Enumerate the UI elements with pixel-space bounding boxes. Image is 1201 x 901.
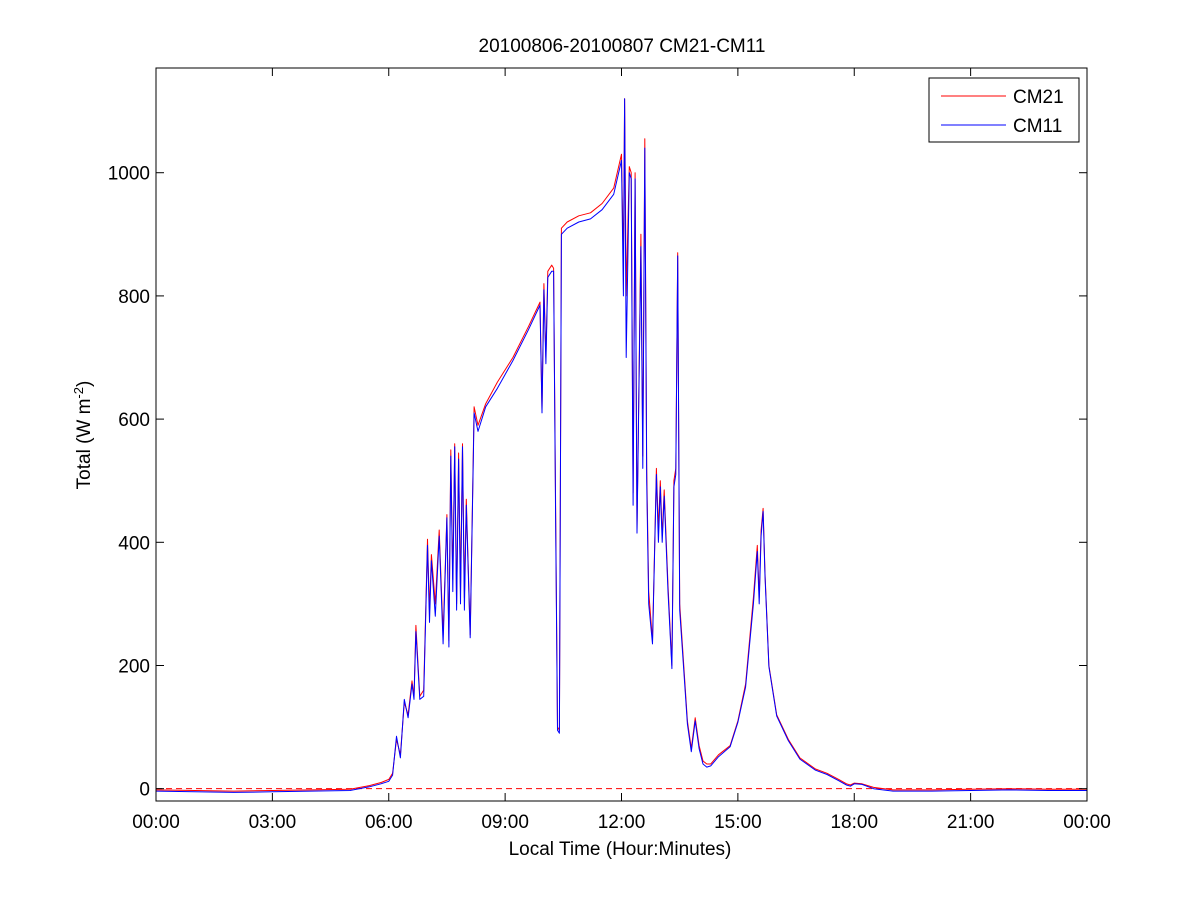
- x-tick-label: 00:00: [1063, 812, 1111, 833]
- y-tick-label: 600: [118, 410, 150, 431]
- y-tick-label: 800: [118, 287, 150, 308]
- x-tick-label: 00:00: [132, 812, 180, 833]
- y-tick-label: 1000: [108, 164, 150, 185]
- x-tick-label: 09:00: [481, 812, 529, 833]
- x-tick-label: 12:00: [598, 812, 646, 833]
- y-tick-label: 0: [139, 780, 150, 801]
- legend-label-cm11: CM11: [1013, 116, 1062, 137]
- y-axis-ticks: 0 200 400 600 800 1000: [108, 164, 1087, 801]
- y-axis-label: Total (W m-2): [71, 381, 95, 490]
- legend-box: [928, 77, 1080, 143]
- x-axis-label: Local Time (Hour:Minutes): [509, 839, 732, 860]
- series-line-cm11: [155, 98, 1087, 793]
- y-tick-label: 200: [118, 656, 150, 677]
- x-tick-label: 03:00: [249, 812, 297, 833]
- x-tick-label: 06:00: [365, 812, 413, 833]
- x-axis-ticks: 00:00 03:00 06:00 09:00 12:00 15:00 18:00 21:00…: [132, 68, 1111, 833]
- y-axis-label-main: Total (W m: [74, 399, 95, 490]
- legend-label-cm21: CM21: [1013, 87, 1064, 108]
- x-tick-label: 18:00: [830, 812, 878, 833]
- y-tick-label: 400: [118, 533, 150, 554]
- x-tick-label: 15:00: [714, 812, 762, 833]
- legend: CM21 CM11: [928, 77, 1080, 143]
- series-group: [155, 98, 1087, 793]
- chart-title: 20100806-20100807 CM21-CM11: [479, 36, 766, 57]
- y-axis-label-superscript: -2: [71, 387, 86, 399]
- y-axis-label-tail: ): [74, 381, 95, 387]
- x-tick-label: 21:00: [947, 812, 995, 833]
